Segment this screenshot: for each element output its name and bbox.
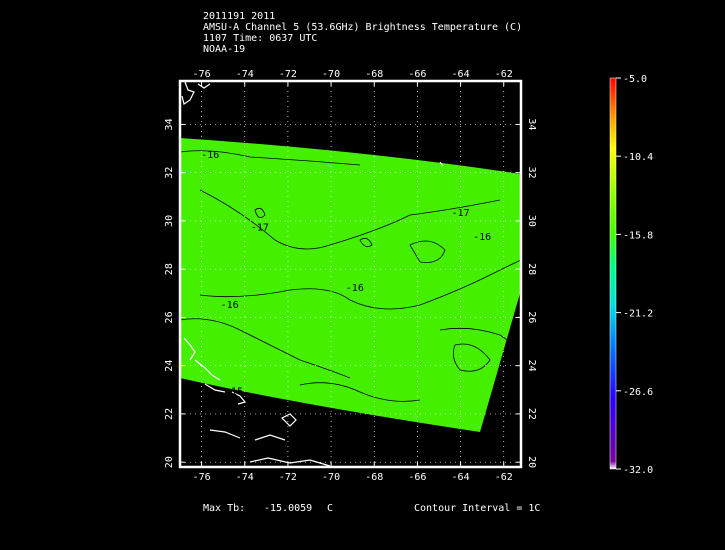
x-tick-label-top: -62 — [495, 69, 513, 80]
max-tb-label: Max Tb: — [203, 503, 246, 514]
map-frame — [178, 79, 523, 469]
contour-label: -15 — [225, 387, 243, 398]
lat-lon-grid — [180, 81, 521, 467]
y-tick-label-right: 20 — [526, 456, 537, 468]
coastline — [181, 81, 444, 467]
y-tick-label-right: 32 — [526, 167, 537, 179]
y-tick-label-right: 26 — [526, 311, 537, 323]
y-tick-label-left: 26 — [164, 311, 175, 323]
y-tick-label-left: 24 — [164, 360, 175, 372]
header-line-title: AMSU-A Channel 5 (53.6GHz) Brightness Te… — [203, 22, 523, 33]
contour-interval: Contour Interval = 1C — [414, 503, 541, 514]
contour-lines — [180, 150, 521, 402]
x-tick-label-bottom: -66 — [408, 472, 426, 483]
y-tick-label-left: 20 — [164, 456, 175, 468]
colorbar-tick-label: -5.0 — [623, 74, 647, 85]
header-line-time: 1107 Time: 0637 UTC — [203, 33, 318, 44]
x-tick-label-bottom: -74 — [236, 472, 254, 483]
x-tick-label-top: -76 — [193, 69, 211, 80]
x-tick-label-top: -64 — [452, 69, 470, 80]
header-line-satellite: NOAA-19 — [203, 44, 246, 55]
colorbar-tick-label: -21.2 — [623, 309, 653, 320]
y-tick-label-left: 32 — [164, 167, 175, 179]
colorbar-tick-label: -32.0 — [623, 465, 653, 476]
y-tick-label-left: 28 — [164, 263, 175, 275]
contour-label: -16 — [473, 232, 491, 243]
y-tick-label-left: 22 — [164, 408, 175, 420]
x-tick-label-top: -74 — [236, 69, 254, 80]
y-tick-label-right: 24 — [526, 360, 537, 372]
y-tick-label-left: 34 — [164, 118, 175, 130]
x-tick-label-bottom: -70 — [322, 472, 340, 483]
colorbar: -5.0 -10.4 -15.8 -21.2 -26.6 -32.0 — [609, 74, 653, 476]
axis-ticks: -76 -76 -74 -74 -72 -72 -70 -70 -68 -68 -66 -66 -64 -… — [164, 69, 537, 483]
contour-label: -17 — [251, 223, 269, 234]
colorbar-ramp — [609, 77, 617, 470]
contour-label: -16 — [346, 283, 364, 294]
contour-labels: -16 -17 -17 -16 -16 -16 -15 — [201, 150, 491, 397]
contour-label: -16 — [201, 150, 219, 161]
x-tick-label-bottom: -68 — [365, 472, 383, 483]
colorbar-tick-label: -26.6 — [623, 387, 653, 398]
x-tick-label-top: -70 — [322, 69, 340, 80]
contour-label: -16 — [221, 300, 239, 311]
x-tick-label-bottom: -64 — [452, 472, 470, 483]
y-tick-label-right: 30 — [526, 215, 537, 227]
header-line-date: 2011191 2011 — [203, 11, 276, 22]
colorbar-tick-label: -10.4 — [623, 152, 653, 163]
y-tick-label-left: 30 — [164, 215, 175, 227]
y-tick-label-right: 22 — [526, 408, 537, 420]
x-tick-label-top: -72 — [279, 69, 297, 80]
x-tick-label-bottom: -72 — [279, 472, 297, 483]
max-tb-value: -15.0059 — [264, 503, 313, 514]
max-tb-unit: C — [327, 503, 334, 514]
x-tick-label-top: -66 — [408, 69, 426, 80]
contour-label: -17 — [452, 208, 470, 219]
colorbar-tick-label: -15.8 — [623, 230, 653, 241]
y-tick-label-right: 34 — [526, 118, 537, 130]
x-tick-label-top: -68 — [365, 69, 383, 80]
x-tick-label-bottom: -76 — [193, 472, 211, 483]
y-tick-label-right: 28 — [526, 263, 537, 275]
x-tick-label-bottom: -62 — [495, 472, 513, 483]
